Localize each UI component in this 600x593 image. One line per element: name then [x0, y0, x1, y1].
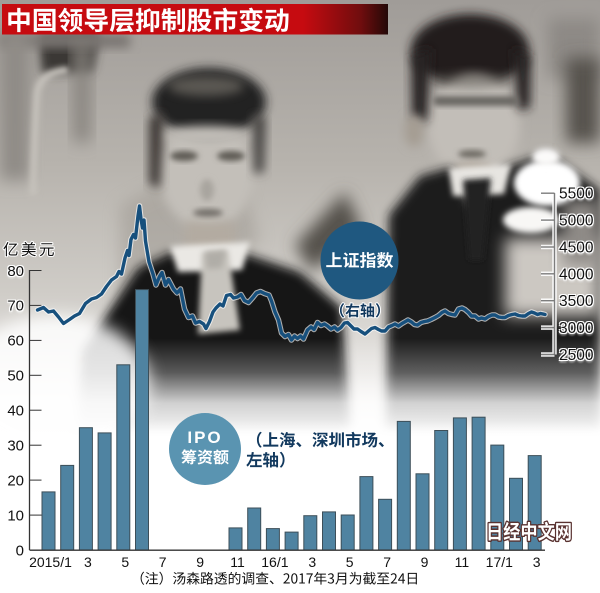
- svg-text:20: 20: [7, 472, 24, 489]
- svg-text:80: 80: [7, 263, 24, 280]
- svg-text:5000: 5000: [559, 213, 594, 230]
- svg-text:3500: 3500: [559, 293, 594, 310]
- svg-text:70: 70: [7, 298, 24, 315]
- svg-text:4500: 4500: [559, 240, 594, 257]
- svg-text:2015/1: 2015/1: [29, 554, 72, 570]
- svg-text:3: 3: [533, 554, 541, 570]
- svg-text:50: 50: [7, 368, 24, 385]
- svg-text:3: 3: [308, 554, 316, 570]
- svg-text:40: 40: [7, 403, 24, 420]
- svg-text:11: 11: [455, 554, 470, 570]
- svg-text:10: 10: [7, 507, 24, 524]
- svg-text:3: 3: [84, 554, 92, 570]
- svg-text:IPO: IPO: [187, 428, 222, 447]
- svg-text:16/1: 16/1: [261, 554, 288, 570]
- svg-text:60: 60: [7, 333, 24, 350]
- svg-text:5: 5: [346, 554, 354, 570]
- svg-text:4000: 4000: [559, 266, 594, 283]
- svg-text:11: 11: [230, 554, 245, 570]
- svg-text:5: 5: [121, 554, 129, 570]
- svg-text:5500: 5500: [559, 186, 594, 203]
- svg-text:30: 30: [7, 438, 24, 455]
- svg-text:2500: 2500: [559, 347, 594, 364]
- svg-text:0: 0: [16, 542, 24, 559]
- svg-text:7: 7: [383, 554, 391, 570]
- svg-text:3000: 3000: [559, 320, 594, 337]
- svg-text:9: 9: [196, 554, 204, 570]
- svg-text:7: 7: [159, 554, 167, 570]
- svg-text:17/1: 17/1: [486, 554, 513, 570]
- svg-text:9: 9: [421, 554, 429, 570]
